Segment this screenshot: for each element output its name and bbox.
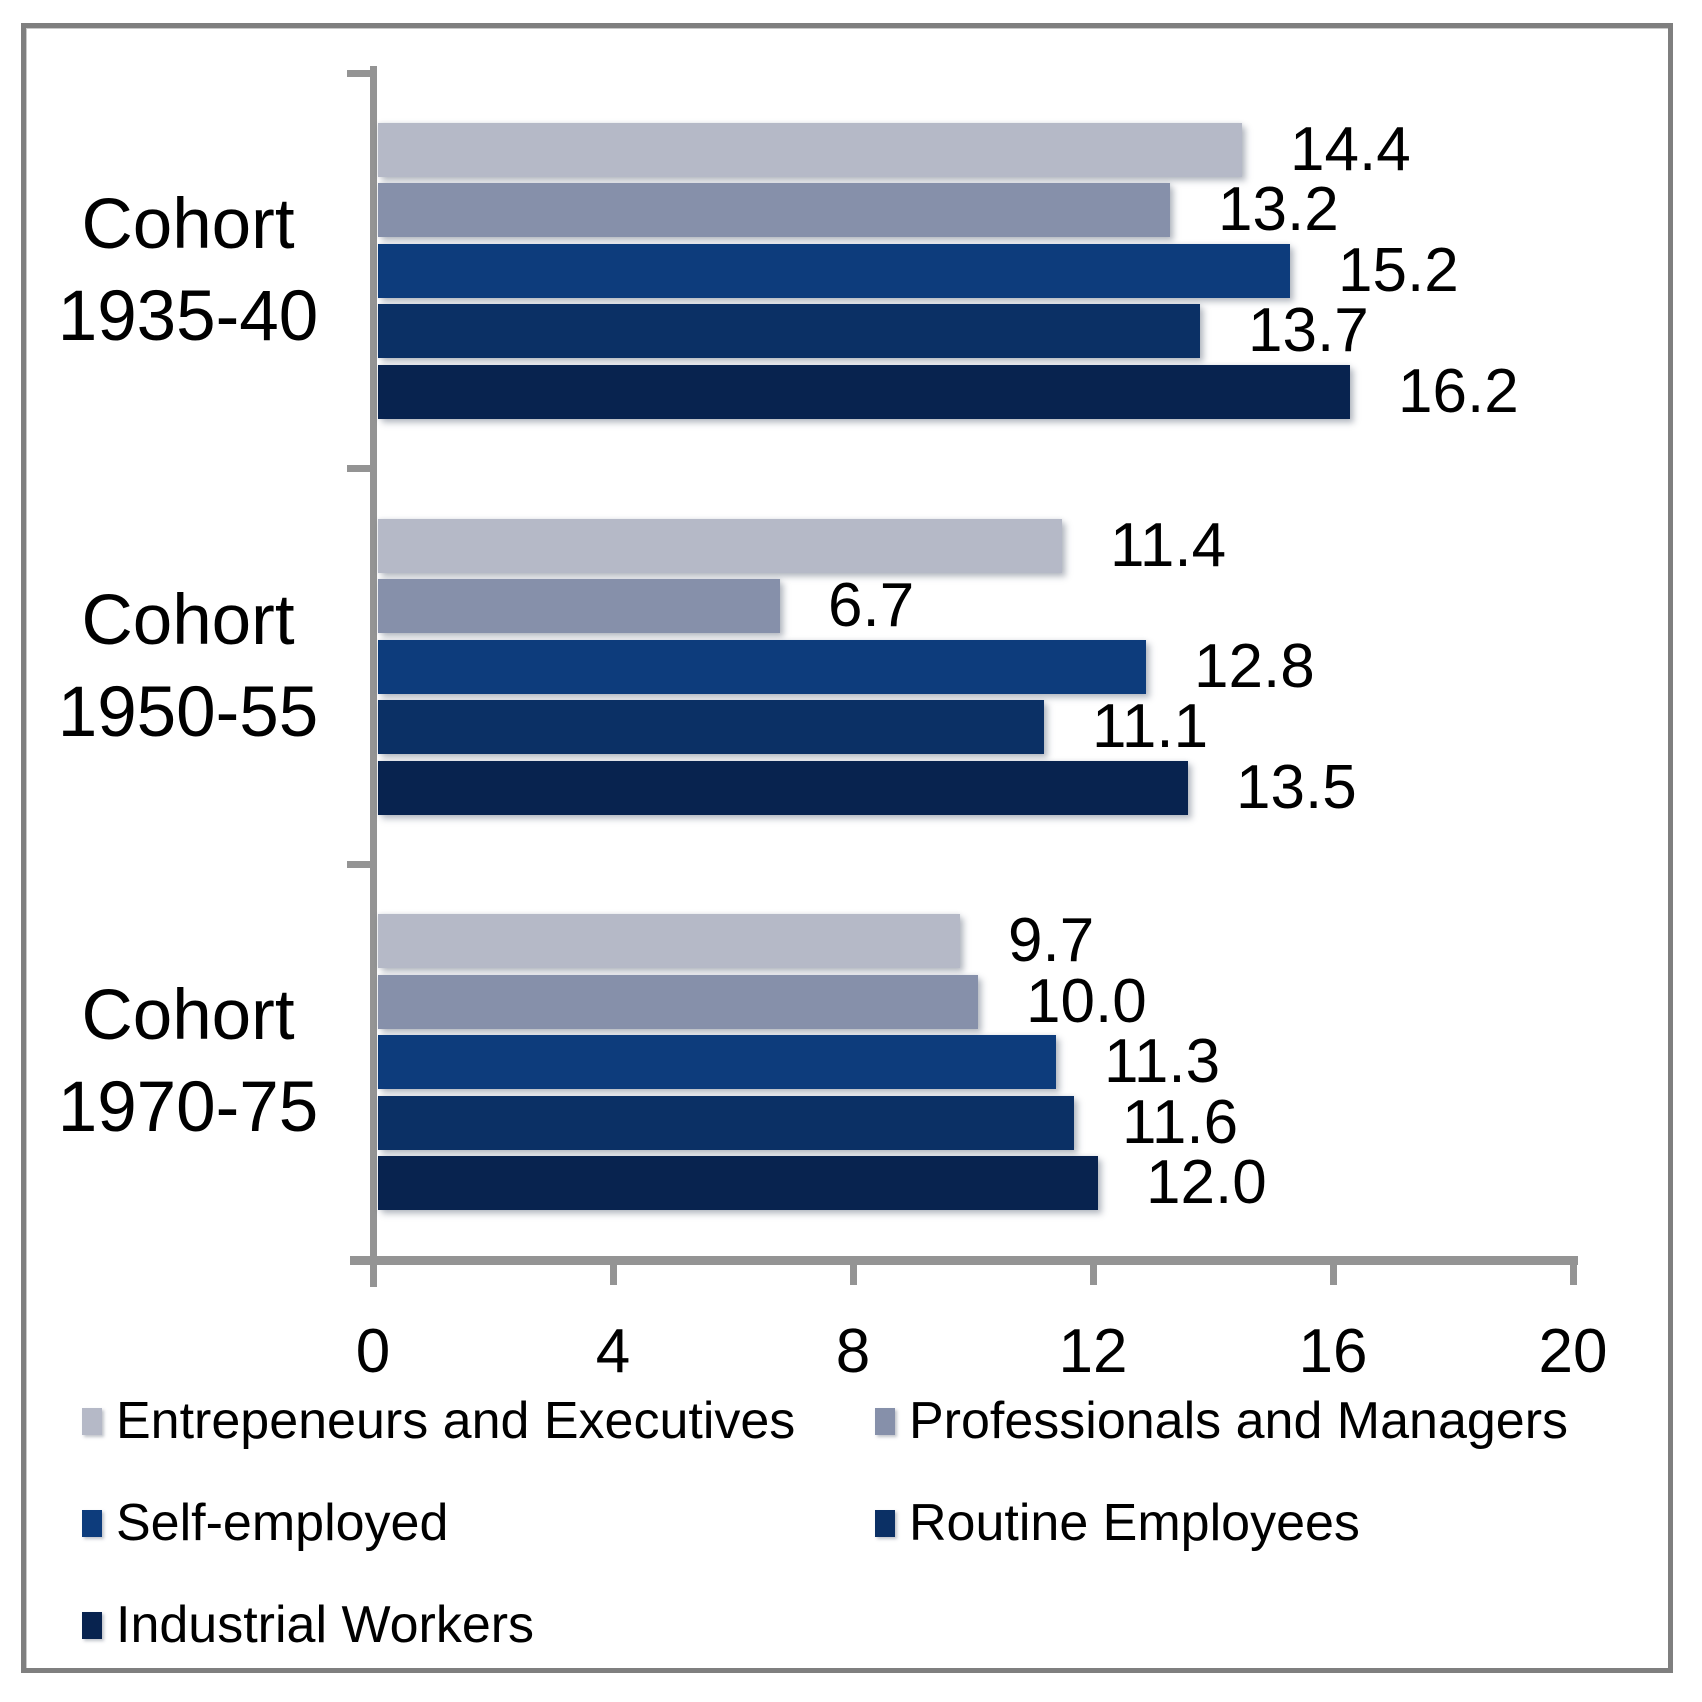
bar-entrepeneurs-and-executives-cohort-1935-40 [378,122,1242,177]
bar-self-employed-cohort-1950-55 [378,639,1146,694]
value-label-professionals-and-managers-cohort-1970-75: 10.0 [1026,966,1147,1036]
bar-professionals-and-managers-cohort-1935-40 [378,183,1170,238]
bar-industrial-workers-cohort-1950-55 [378,760,1188,815]
legend-marker-routine-employees [875,1509,895,1537]
x-axis-tick-label: 12 [1058,1317,1128,1386]
category-label-cohort-1970-75: Cohort 1970-75 [57,976,319,1148]
x-axis-tick [1089,1263,1097,1285]
legend-marker-industrial-workers [82,1611,102,1639]
value-label-industrial-workers-cohort-1970-75: 12.0 [1146,1148,1267,1218]
value-label-routine-employees-cohort-1935-40: 13.7 [1248,296,1369,366]
bar-entrepeneurs-and-executives-cohort-1950-55 [378,518,1062,573]
bar-self-employed-cohort-1970-75 [378,1035,1056,1090]
value-label-entrepeneurs-and-executives-cohort-1935-40: 14.4 [1290,114,1411,184]
value-label-self-employed-cohort-1935-40: 15.2 [1338,235,1459,305]
legend-label-self-employed: Self-employed [116,1494,449,1552]
x-axis-tick-label: 0 [355,1317,391,1386]
bar-self-employed-cohort-1935-40 [378,243,1290,298]
legend-label-professionals-and-managers: Professionals and Managers [909,1392,1569,1450]
bar-entrepeneurs-and-executives-cohort-1970-75 [378,914,960,969]
y-axis-line [370,66,377,1287]
y-axis-tick [347,860,370,868]
x-axis-tick-label: 4 [595,1317,631,1386]
legend-label-routine-employees: Routine Employees [909,1494,1360,1552]
category-label-cohort-1950-55: Cohort 1950-55 [57,580,319,752]
value-label-professionals-and-managers-cohort-1935-40: 13.2 [1218,175,1339,245]
bar-professionals-and-managers-cohort-1970-75 [378,974,978,1029]
x-axis-tick-label: 16 [1298,1317,1368,1386]
legend-label-industrial-workers: Industrial Workers [116,1596,535,1654]
value-label-routine-employees-cohort-1950-55: 11.1 [1092,692,1209,761]
x-axis-tick [609,1263,617,1285]
legend-label-entrepeneurs-and-executives: Entrepeneurs and Executives [116,1392,796,1450]
value-label-professionals-and-managers-cohort-1950-55: 6.7 [828,571,915,640]
x-axis-tick [1569,1263,1577,1285]
value-label-routine-employees-cohort-1970-75: 11.6 [1122,1087,1239,1157]
value-label-industrial-workers-cohort-1935-40: 16.2 [1398,356,1519,426]
y-axis-tick [347,69,370,77]
legend-marker-self-employed [82,1509,102,1537]
bar-routine-employees-cohort-1935-40 [378,304,1200,359]
x-axis-tick [369,1263,377,1285]
x-axis-tick [849,1263,857,1285]
value-label-entrepeneurs-and-executives-cohort-1950-55: 11.4 [1110,510,1227,580]
x-axis-tick [1329,1263,1337,1285]
bar-routine-employees-cohort-1970-75 [378,1095,1074,1150]
bar-routine-employees-cohort-1950-55 [378,700,1044,754]
value-label-entrepeneurs-and-executives-cohort-1970-75: 9.7 [1008,906,1095,976]
value-label-self-employed-cohort-1950-55: 12.8 [1194,631,1315,701]
x-axis-tick-label: 20 [1538,1317,1608,1386]
category-label-cohort-1935-40: Cohort 1935-40 [57,184,319,356]
value-label-self-employed-cohort-1970-75: 11.3 [1104,1027,1221,1097]
legend-marker-professionals-and-managers [875,1407,895,1435]
bar-industrial-workers-cohort-1935-40 [378,364,1350,419]
x-axis-line [350,1256,1578,1265]
bar-industrial-workers-cohort-1970-75 [378,1156,1098,1211]
bar-professionals-and-managers-cohort-1950-55 [378,579,780,633]
x-axis-tick-label: 8 [835,1317,871,1386]
value-label-industrial-workers-cohort-1950-55: 13.5 [1236,752,1357,822]
y-axis-tick [347,465,370,473]
chart-border [21,23,1673,1673]
legend-marker-entrepeneurs-and-executives [82,1407,102,1435]
